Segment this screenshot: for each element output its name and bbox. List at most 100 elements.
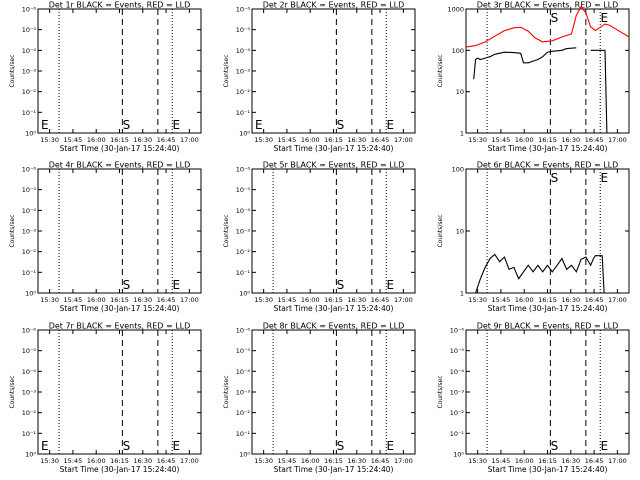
- x-tick-label: 16:00: [87, 296, 106, 304]
- x-tick-label: 16:00: [301, 296, 320, 304]
- x-tick-label: 17:00: [394, 296, 413, 304]
- y-tick-label: 10⁰: [239, 451, 250, 459]
- x-tick-label: 17:00: [608, 457, 627, 465]
- x-tick-label: 16:45: [157, 136, 176, 144]
- y-tick-label: 10⁻⁴: [450, 368, 465, 376]
- x-tick-label: 15:30: [40, 457, 59, 465]
- x-tick-label: 16:45: [371, 457, 390, 465]
- y-axis-label: Counts/sec: [223, 375, 230, 408]
- plot-frame: [37, 329, 202, 455]
- y-tick-label: 10⁻⁵: [22, 347, 37, 355]
- panel-title: Det 5r BLACK = Events, RED = LLD: [263, 161, 405, 170]
- plot-frame: [465, 8, 630, 134]
- plot-frame: [37, 8, 202, 134]
- panel-title: Det 7r BLACK = Events, RED = LLD: [49, 322, 191, 331]
- y-axis-label: Counts/sec: [223, 54, 230, 87]
- x-tick-label: 15:30: [254, 296, 273, 304]
- y-axis-label: Counts/sec: [437, 375, 444, 408]
- marker-s: S: [337, 118, 345, 132]
- y-tick-label: 10⁻²: [22, 248, 37, 256]
- y-tick-label: 10⁻¹: [22, 269, 37, 277]
- marker-e: E: [41, 439, 49, 453]
- x-axis-label: Start Time (30-Jan-17 15:24:40): [274, 304, 394, 313]
- y-tick-label: 10⁻⁵: [236, 26, 251, 34]
- y-tick-label: 10⁻⁴: [236, 368, 251, 376]
- y-tick-label: 10⁻³: [22, 228, 37, 236]
- y-tick-label: 10⁻⁵: [236, 186, 251, 194]
- x-tick-label: 15:45: [64, 296, 83, 304]
- x-tick-label: 16:30: [347, 136, 366, 144]
- marker-e: E: [386, 439, 394, 453]
- marker-e: E: [600, 171, 608, 185]
- y-tick-label: 1000: [447, 6, 464, 14]
- x-tick-label: 15:30: [468, 457, 487, 465]
- y-tick-label: 10⁻³: [236, 68, 251, 76]
- x-tick-label: 15:30: [468, 296, 487, 304]
- y-tick-label: 10⁻¹: [22, 430, 37, 438]
- y-tick-label: 10⁰: [25, 451, 36, 459]
- series-line: [473, 47, 577, 80]
- y-tick-label: 10⁻⁵: [22, 186, 37, 194]
- y-axis-label: Counts/sec: [9, 214, 16, 247]
- plot-frame: [251, 329, 416, 455]
- y-tick-label: 10⁻⁵: [22, 26, 37, 34]
- marker-s: S: [551, 171, 559, 185]
- marker-e: E: [600, 439, 608, 453]
- y-axis-label: Counts/sec: [437, 214, 444, 247]
- marker-s: S: [337, 278, 345, 292]
- panel-title: Det 8r BLACK = Events, RED = LLD: [263, 322, 405, 331]
- x-axis-label: Start Time (30-Jan-17 15:24:40): [60, 304, 180, 313]
- y-tick-label: 10⁰: [25, 290, 36, 298]
- x-tick-label: 15:45: [278, 136, 297, 144]
- y-tick-label: 10⁻⁴: [236, 47, 251, 55]
- y-tick-label: 10⁻²: [22, 88, 37, 96]
- marker-e: E: [172, 278, 180, 292]
- y-tick-label: 10⁻³: [22, 68, 37, 76]
- x-tick-label: 17:00: [180, 296, 199, 304]
- y-tick-label: 100: [452, 166, 464, 174]
- x-tick-label: 16:15: [110, 136, 129, 144]
- y-tick-label: 10⁰: [239, 130, 250, 138]
- y-tick-label: 1: [460, 290, 464, 298]
- panel-title: Det 9r BLACK = Events, RED = LLD: [477, 322, 619, 331]
- x-tick-label: 16:15: [110, 457, 129, 465]
- y-tick-label: 10⁻¹: [236, 430, 251, 438]
- x-tick-label: 15:45: [278, 457, 297, 465]
- y-tick-label: 100: [452, 47, 464, 55]
- x-tick-label: 17:00: [394, 457, 413, 465]
- y-tick-label: 10⁻⁶: [22, 6, 37, 14]
- marker-s: S: [551, 439, 559, 453]
- x-tick-label: 16:45: [371, 296, 390, 304]
- x-tick-label: 17:00: [180, 136, 199, 144]
- panel-det-9: Det 9r BLACK = Events, RED = LLD 15:30 15:…: [437, 322, 630, 474]
- y-tick-label: 10⁻²: [22, 409, 37, 417]
- y-tick-label: 10⁻¹: [22, 109, 37, 117]
- x-tick-label: 16:15: [324, 457, 343, 465]
- y-tick-label: 10⁻²: [236, 409, 251, 417]
- x-tick-label: 16:45: [157, 457, 176, 465]
- x-tick-label: 15:30: [254, 457, 273, 465]
- x-tick-label: 17:00: [608, 296, 627, 304]
- y-tick-label: 10⁻⁴: [22, 368, 37, 376]
- y-tick-label: 10⁻²: [236, 248, 251, 256]
- x-tick-label: 15:45: [64, 457, 83, 465]
- x-tick-label: 17:00: [180, 457, 199, 465]
- plot-frame: [251, 168, 416, 294]
- x-tick-label: 17:00: [394, 136, 413, 144]
- marker-e: E: [600, 11, 608, 25]
- x-tick-label: 16:45: [585, 457, 604, 465]
- y-tick-label: 10: [456, 228, 464, 236]
- x-tick-label: 16:00: [301, 136, 320, 144]
- panel-det-5: Det 5r BLACK = Events, RED = LLD 15:30 15:…: [223, 161, 416, 313]
- x-tick-label: 15:45: [278, 296, 297, 304]
- y-tick-label: 10⁻⁶: [236, 327, 251, 335]
- y-tick-label: 1: [460, 130, 464, 138]
- x-tick-label: 16:30: [133, 457, 152, 465]
- plot-frame: [251, 8, 416, 134]
- panel-det-2: Det 2r BLACK = Events, RED = LLD 15:30 15:…: [223, 1, 416, 153]
- x-tick-label: 15:45: [492, 296, 511, 304]
- y-tick-label: 10⁻²: [236, 88, 251, 96]
- x-tick-label: 15:30: [40, 136, 59, 144]
- panel-det-1: Det 1r BLACK = Events, RED = LLD 15:30 15:…: [9, 1, 202, 153]
